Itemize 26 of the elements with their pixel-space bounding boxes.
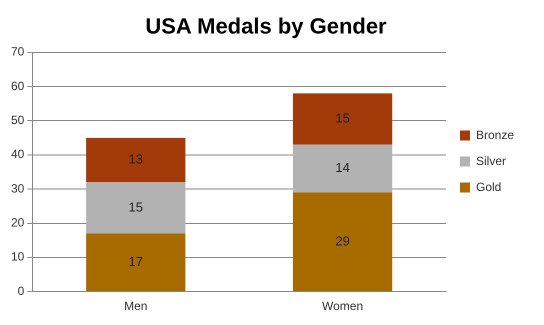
y-tick-label: 70 <box>10 44 25 59</box>
bar <box>86 138 186 182</box>
y-tick-label: 60 <box>10 78 25 93</box>
data-label: 14 <box>335 160 350 176</box>
y-tick-label: 20 <box>10 216 25 230</box>
bar <box>292 144 392 193</box>
legend-label: Silver <box>476 154 506 168</box>
y-tick-label: 40 <box>10 147 25 162</box>
bar <box>86 234 186 292</box>
data-label: 29 <box>335 233 350 248</box>
data-label: 17 <box>128 254 143 269</box>
legend-label: Bronze <box>476 128 514 142</box>
x-tick-label: Women <box>322 299 364 314</box>
y-tick-label: 0 <box>18 284 25 298</box>
data-label: 15 <box>335 110 350 126</box>
data-label: 13 <box>128 152 143 167</box>
y-tick-label: 10 <box>10 250 25 264</box>
y-tick-label: 50 <box>10 113 25 128</box>
data-label: 15 <box>128 199 143 214</box>
x-tick-label: Men <box>124 299 148 314</box>
legend-label: Gold <box>476 180 502 194</box>
bar <box>86 182 186 234</box>
bar <box>292 192 392 292</box>
chart-title: USA Medals by Gender <box>145 13 388 38</box>
bar <box>292 93 392 145</box>
y-tick-label: 30 <box>10 181 25 196</box>
